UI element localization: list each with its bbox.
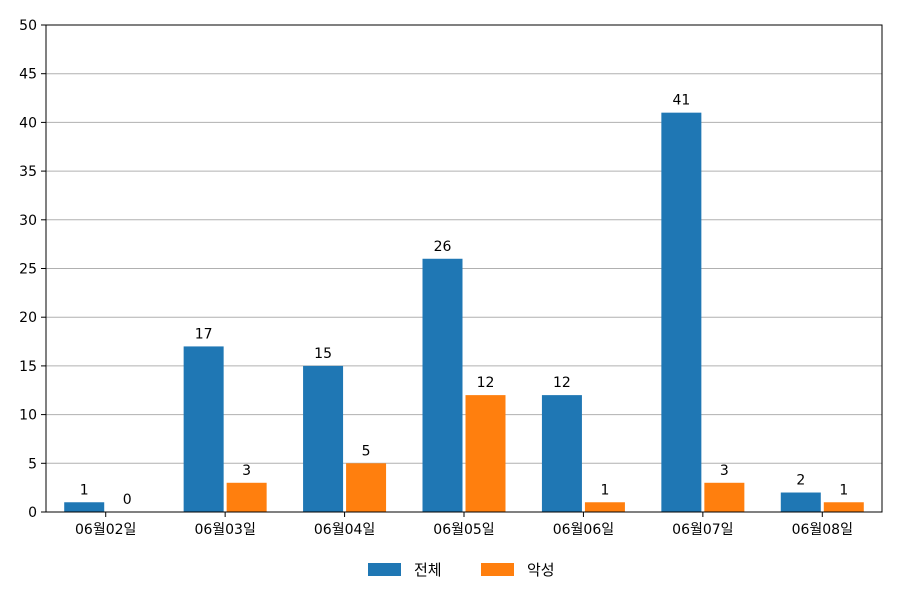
x-tick-label: 06월06일: [553, 522, 614, 538]
data-label: 17: [195, 326, 213, 342]
data-label: 3: [242, 463, 251, 479]
bar: [64, 502, 105, 512]
data-label: 1: [80, 482, 89, 498]
y-tick-label: 35: [19, 164, 37, 180]
y-tick-label: 25: [19, 262, 37, 278]
legend-swatch: [368, 563, 401, 576]
x-tick-label: 06월03일: [194, 522, 255, 538]
data-label: 15: [314, 346, 332, 362]
y-tick-label: 40: [19, 115, 37, 131]
data-label: 41: [672, 93, 690, 109]
data-label: 1: [600, 482, 609, 498]
bar: [584, 502, 625, 512]
y-tick-label: 20: [19, 310, 37, 326]
x-tick-label: 06월04일: [314, 522, 375, 538]
y-tick-label: 10: [19, 408, 37, 424]
bar: [303, 365, 344, 512]
y-tick-label: 50: [19, 18, 37, 34]
bar: [183, 346, 224, 512]
bar: [780, 492, 821, 512]
y-tick-label: 5: [28, 456, 37, 472]
x-tick-label: 06월05일: [433, 522, 494, 538]
bar: [823, 502, 864, 512]
data-label: 2: [796, 473, 805, 489]
x-tick-label: 06월08일: [792, 522, 853, 538]
bar: [704, 482, 745, 512]
bar: [465, 395, 506, 512]
data-label: 0: [123, 492, 132, 508]
y-tick-label: 15: [19, 359, 37, 375]
data-label: 1: [839, 482, 848, 498]
data-label: 12: [553, 375, 571, 391]
bar: [661, 112, 702, 512]
data-label: 12: [477, 375, 495, 391]
y-tick-label: 0: [28, 505, 37, 521]
data-label: 3: [720, 463, 729, 479]
legend-label: 악성: [527, 561, 555, 579]
bar: [346, 463, 387, 512]
y-tick-label: 45: [19, 67, 37, 83]
bar: [541, 395, 582, 512]
y-tick-label: 30: [19, 213, 37, 229]
bar: [226, 482, 267, 512]
x-tick-label: 06월02일: [75, 522, 136, 538]
bar: [422, 258, 463, 512]
legend-swatch: [481, 563, 514, 576]
legend-label: 전체: [414, 561, 442, 579]
plot-frame: [45, 24, 883, 513]
x-tick-label: 06월07일: [672, 522, 733, 538]
data-label: 5: [362, 443, 371, 459]
data-label: 26: [434, 239, 452, 255]
